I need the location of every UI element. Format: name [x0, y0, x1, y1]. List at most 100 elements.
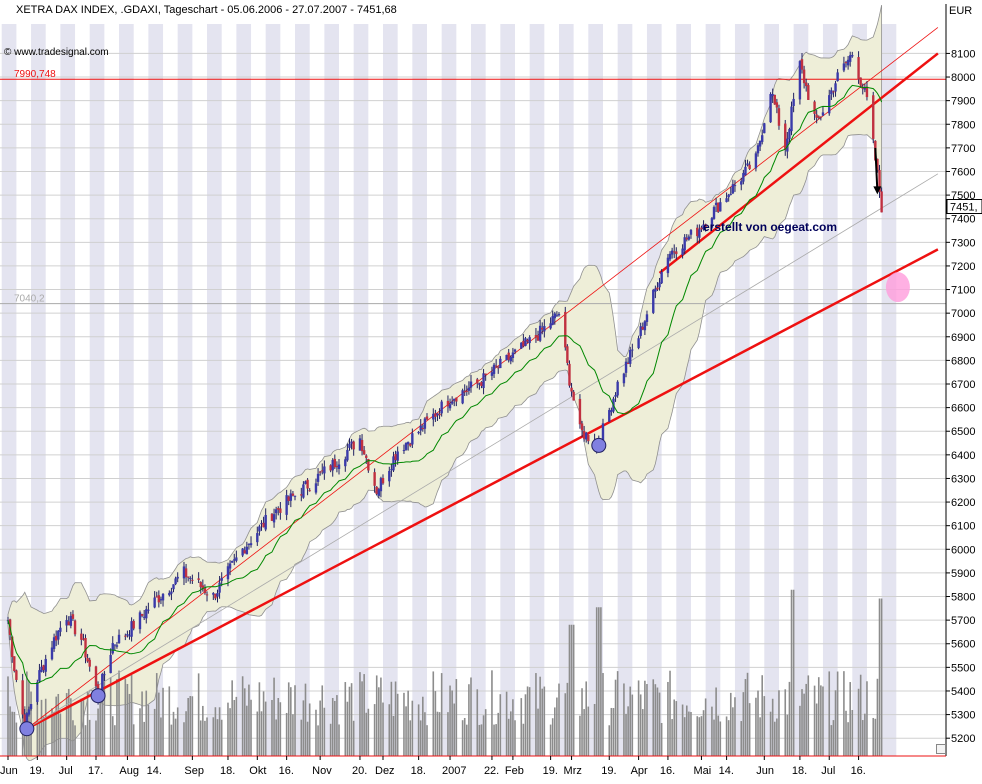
- candle-body: [511, 352, 515, 359]
- volume-bar: [698, 717, 701, 756]
- volume-bar: [162, 687, 164, 756]
- volume-bar: [813, 685, 816, 756]
- candle-body: [828, 95, 831, 114]
- candle-body: [773, 94, 776, 105]
- candle-body: [836, 72, 839, 82]
- candle-body: [744, 166, 747, 176]
- volume-bar: [600, 607, 602, 756]
- y-tick-label: 6800: [951, 355, 975, 367]
- candle-body: [373, 472, 376, 486]
- candle-body: [235, 557, 238, 561]
- volume-bar: [526, 686, 529, 756]
- volume-bar: [453, 703, 456, 756]
- volume-bar: [70, 698, 72, 756]
- volume-bar: [403, 692, 405, 756]
- volume-bar: [872, 717, 875, 756]
- candle-body: [851, 55, 854, 57]
- candle-body: [786, 138, 789, 152]
- volume-bar: [277, 698, 280, 756]
- volume-bar: [466, 724, 468, 756]
- volume-bar: [440, 673, 443, 756]
- volume-bar: [436, 711, 439, 756]
- candle-body: [216, 593, 219, 597]
- candle-body: [52, 637, 56, 649]
- volume-bar: [763, 696, 766, 756]
- volume-bar: [53, 711, 55, 756]
- candle-body: [302, 484, 305, 498]
- volume-bar: [147, 704, 150, 756]
- candle-body: [438, 413, 441, 416]
- chart-menu-button[interactable]: [2, 2, 12, 12]
- candle-body: [329, 465, 332, 471]
- candle-body: [316, 473, 320, 482]
- volume-bar: [876, 678, 879, 756]
- candle-body: [138, 612, 142, 630]
- candle-body: [15, 670, 18, 680]
- candle-body: [115, 645, 119, 647]
- level-label: 7990,748: [14, 69, 56, 80]
- volume-bar: [220, 719, 223, 756]
- x-tick-label: 18.: [411, 765, 426, 777]
- volume-bar: [784, 689, 787, 756]
- candle-body: [832, 91, 835, 93]
- candle-body: [186, 576, 190, 578]
- candle-body: [130, 621, 133, 637]
- volume-bar: [344, 682, 347, 756]
- volume-bar: [86, 691, 89, 756]
- y-tick-label: 5900: [951, 568, 975, 580]
- volume-bar: [740, 721, 743, 756]
- volume-bar: [290, 687, 292, 756]
- volume-bar: [260, 711, 263, 756]
- volume-bar: [294, 685, 296, 756]
- candle-body: [272, 514, 276, 523]
- volume-bar: [116, 678, 118, 756]
- candle-body: [746, 163, 749, 166]
- volume-bar: [155, 673, 158, 756]
- trendline-long-support: [26, 248, 939, 730]
- volume-bar: [828, 671, 831, 756]
- candle-body: [553, 313, 556, 319]
- volume-bar: [99, 701, 101, 756]
- volume-bar: [639, 694, 642, 756]
- arrow-shaft: [874, 147, 879, 191]
- week-stripe: [265, 24, 281, 756]
- volume-bar: [248, 684, 250, 756]
- candle-body: [758, 140, 762, 147]
- moving-average-line: [7, 84, 883, 685]
- volume-bar: [304, 683, 307, 756]
- candle-body: [21, 680, 24, 715]
- candle-body: [184, 568, 188, 578]
- volume-bar: [631, 694, 634, 756]
- candle-body: [652, 289, 655, 313]
- candle-body: [176, 576, 179, 579]
- candle-body: [777, 108, 781, 126]
- volume-bar: [807, 675, 810, 756]
- volume-bar: [719, 721, 722, 756]
- volume-bar: [468, 684, 470, 756]
- volume-bar: [275, 719, 277, 756]
- candle-body: [182, 566, 186, 579]
- candle-body: [536, 335, 540, 341]
- x-tick-label: 16.: [279, 765, 294, 777]
- volume-bar: [507, 718, 510, 756]
- candle-body: [153, 597, 156, 608]
- candle-body: [448, 404, 452, 409]
- candle-body: [681, 248, 684, 256]
- week-stripe: [705, 24, 721, 756]
- resize-handle[interactable]: [936, 744, 946, 754]
- volume-bar: [866, 681, 868, 756]
- volume-bar: [323, 707, 326, 756]
- volume-bar: [786, 714, 789, 756]
- volume-bar: [461, 720, 464, 756]
- volume-bar: [520, 698, 523, 756]
- volume-bar: [447, 712, 449, 756]
- volume-bar: [202, 705, 204, 756]
- volume-bar: [847, 722, 849, 756]
- volume-bar: [65, 693, 68, 756]
- candle-body: [73, 620, 77, 635]
- volume-bar: [470, 677, 472, 756]
- candle-body: [450, 401, 454, 404]
- candle-body: [446, 400, 450, 407]
- candle-body: [69, 615, 73, 626]
- y-tick-label: 5600: [951, 639, 975, 651]
